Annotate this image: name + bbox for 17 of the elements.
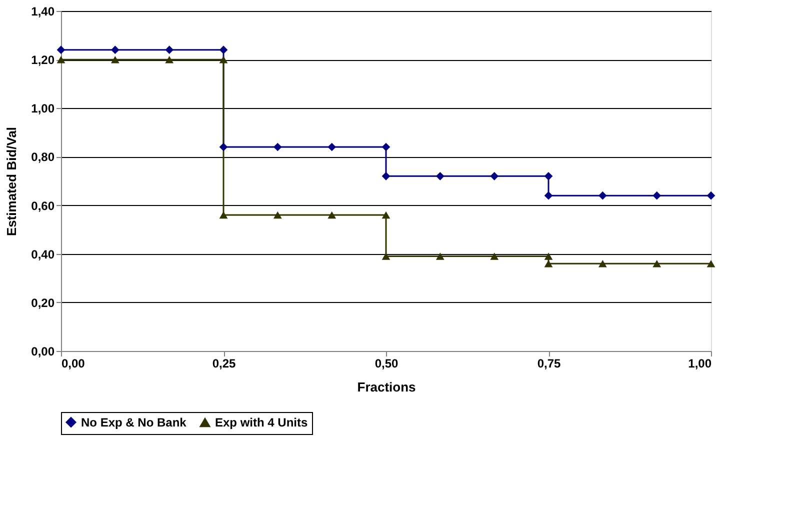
legend-label: No Exp & No Bank <box>81 415 187 430</box>
legend-label: Exp with 4 Units <box>215 416 308 430</box>
y-tick-label: 1,40 <box>31 4 55 18</box>
x-tick-label: 1,00 <box>688 356 712 370</box>
x-tick-label: 0,75 <box>537 356 561 370</box>
y-tick-label: 0,40 <box>31 247 55 262</box>
y-axis-title: Estimated Bid/Val <box>4 126 20 236</box>
y-tick-label: 1,00 <box>31 102 55 116</box>
y-tick-label: 1,20 <box>31 53 55 68</box>
x-tick-label: 0,25 <box>212 356 236 370</box>
y-tick-label: 0,00 <box>31 344 55 358</box>
y-tick-label: 0,80 <box>31 150 55 164</box>
x-tick-label: 0,00 <box>62 356 86 370</box>
y-tick-label: 0,20 <box>31 296 55 310</box>
x-axis-title: Fractions <box>357 380 416 394</box>
x-tick-label: 0,50 <box>374 356 398 370</box>
y-tick-label: 0,60 <box>31 198 55 213</box>
